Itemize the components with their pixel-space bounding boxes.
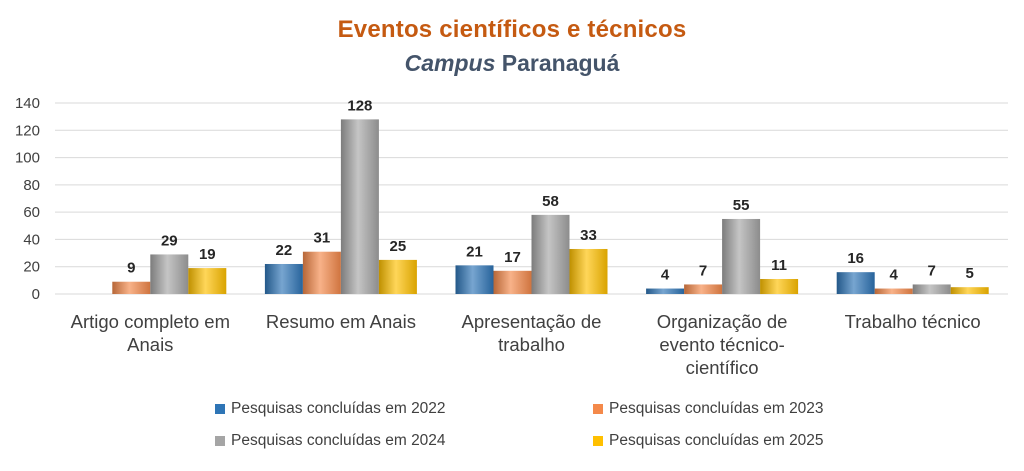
data-label: 7 (699, 262, 707, 279)
x-tick-label-apresentacao-de-trabalho: Apresentação de trabalho (462, 311, 602, 355)
y-tick-label: 0 (32, 286, 40, 303)
legend-label: Pesquisas concluídas em 2024 (231, 432, 446, 449)
bar-pesquisas-concluidas-em-2023-artigo-completo-em-anais (112, 281, 151, 294)
legend-swatch (593, 436, 603, 446)
legend-swatch (593, 404, 603, 414)
bar-pesquisas-concluidas-em-2023-apresentacao-de-trabalho (493, 270, 532, 294)
data-label: 29 (161, 232, 178, 249)
legend-item-pesquisas-concluidas-em-2025: Pesquisas concluídas em 2025 (593, 432, 824, 450)
legend-item-pesquisas-concluidas-em-2024: Pesquisas concluídas em 2024 (215, 432, 446, 450)
bar-pesquisas-concluidas-em-2022-resumo-em-anais (264, 263, 303, 294)
bar-pesquisas-concluidas-em-2022-apresentacao-de-trabalho (455, 265, 494, 294)
bar-pesquisas-concluidas-em-2024-trabalho-tecnico (912, 284, 951, 294)
legend-item-pesquisas-concluidas-em-2022: Pesquisas concluídas em 2022 (215, 400, 446, 418)
data-label: 5 (966, 265, 974, 282)
bar-pesquisas-concluidas-em-2022-organizacao-de-evento-tecnico-cientifico (646, 288, 685, 294)
data-label: 7 (928, 262, 936, 279)
legend-swatch (215, 436, 225, 446)
data-label: 11 (771, 257, 787, 274)
y-tick-label: 80 (23, 177, 40, 194)
data-label: 17 (504, 249, 521, 266)
data-label: 55 (733, 197, 750, 214)
bar-pesquisas-concluidas-em-2022-trabalho-tecnico (836, 272, 875, 294)
y-tick-label: 100 (15, 150, 40, 167)
y-tick-label: 140 (15, 95, 40, 112)
x-tick-label-organizacao-de-evento-tecnico-cientifico: Organização de evento técnico-científico (657, 311, 788, 378)
bar-pesquisas-concluidas-em-2024-resumo-em-anais (340, 119, 379, 294)
data-label: 33 (580, 227, 597, 244)
legend-item-pesquisas-concluidas-em-2023: Pesquisas concluídas em 2023 (593, 400, 824, 418)
bar-pesquisas-concluidas-em-2023-organizacao-de-evento-tecnico-cientifico (684, 284, 723, 294)
subtitle-campus: Campus (404, 50, 496, 76)
bar-pesquisas-concluidas-em-2025-resumo-em-anais (378, 259, 417, 294)
legend-swatch (215, 404, 225, 414)
bar-pesquisas-concluidas-em-2024-apresentacao-de-trabalho (531, 214, 570, 294)
chart-subtitle: Campus Paranaguá (0, 50, 1024, 77)
data-label: 31 (314, 230, 331, 247)
bar-pesquisas-concluidas-em-2025-artigo-completo-em-anais (188, 268, 227, 294)
y-tick-label: 40 (23, 231, 40, 248)
x-tick-label-trabalho-tecnico: Trabalho técnico (845, 311, 981, 332)
bar-pesquisas-concluidas-em-2024-artigo-completo-em-anais (150, 254, 189, 294)
bar-pesquisas-concluidas-em-2023-trabalho-tecnico (874, 288, 913, 294)
bar-pesquisas-concluidas-em-2025-organizacao-de-evento-tecnico-cientifico (760, 278, 799, 294)
data-label: 4 (661, 267, 670, 284)
y-tick-label: 20 (23, 259, 40, 276)
y-tick-label: 120 (15, 122, 40, 139)
legend-label: Pesquisas concluídas em 2023 (609, 400, 824, 417)
x-tick-label-resumo-em-anais: Resumo em Anais (266, 311, 416, 332)
data-label: 19 (199, 246, 216, 263)
data-label: 9 (127, 260, 135, 277)
subtitle-location: Paranaguá (501, 50, 620, 76)
bar-pesquisas-concluidas-em-2023-resumo-em-anais (302, 251, 341, 294)
data-label: 128 (347, 97, 372, 114)
legend-label: Pesquisas concluídas em 2022 (231, 400, 446, 417)
data-label: 4 (890, 267, 899, 284)
y-tick-label: 60 (23, 204, 40, 221)
bar-pesquisas-concluidas-em-2024-organizacao-de-evento-tecnico-cientifico (722, 218, 761, 294)
data-label: 16 (847, 250, 864, 267)
chart-title: Eventos científicos e técnicos (337, 16, 687, 43)
bar-pesquisas-concluidas-em-2025-apresentacao-de-trabalho (569, 248, 608, 294)
data-label: 21 (466, 243, 483, 260)
bar-pesquisas-concluidas-em-2025-trabalho-tecnico (950, 287, 989, 294)
x-tick-label-artigo-completo-em-anais: Artigo completo em Anais (71, 311, 230, 355)
data-label: 25 (390, 238, 407, 255)
data-label: 58 (542, 193, 559, 210)
legend-label: Pesquisas concluídas em 2025 (609, 432, 824, 449)
bar-chart: 0 20 40 60 80 100 120 140 9 29 19 22 31 128 25 21 17 58 3… (15, 95, 1008, 378)
data-label: 22 (276, 242, 293, 259)
